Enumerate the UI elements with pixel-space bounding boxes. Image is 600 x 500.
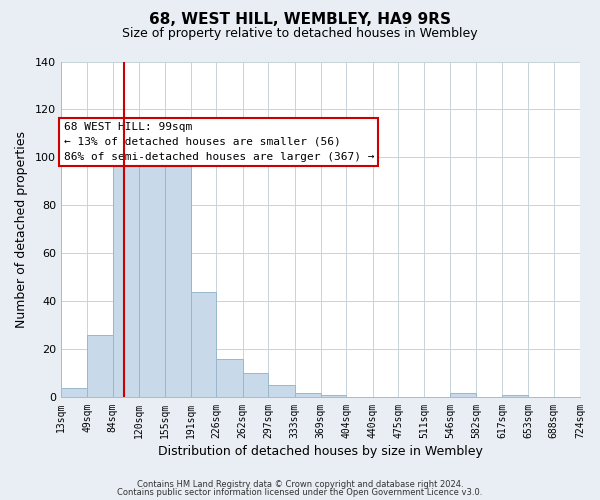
Bar (139, 134, 164, 398)
Text: Contains public sector information licensed under the Open Government Licence v3: Contains public sector information licen… (118, 488, 482, 497)
Text: Size of property relative to detached houses in Wembley: Size of property relative to detached ho… (122, 28, 478, 40)
Y-axis label: Number of detached properties: Number of detached properties (15, 131, 28, 328)
Bar (217, 359, 243, 398)
Bar (243, 374, 268, 398)
Bar (502, 395, 528, 398)
Text: Contains HM Land Registry data © Crown copyright and database right 2024.: Contains HM Land Registry data © Crown c… (137, 480, 463, 489)
Bar (164, 143, 191, 398)
Text: 68, WEST HILL, WEMBLEY, HA9 9RS: 68, WEST HILL, WEMBLEY, HA9 9RS (149, 12, 451, 28)
Text: 68 WEST HILL: 99sqm
← 13% of detached houses are smaller (56)
86% of semi-detach: 68 WEST HILL: 99sqm ← 13% of detached ho… (64, 122, 374, 162)
Bar (191, 292, 217, 398)
Bar (61, 388, 87, 398)
Bar (321, 395, 346, 398)
Bar (268, 386, 295, 398)
X-axis label: Distribution of detached houses by size in Wembley: Distribution of detached houses by size … (158, 444, 483, 458)
Bar (87, 335, 113, 398)
Bar (295, 392, 321, 398)
Bar (450, 392, 476, 398)
Bar (113, 140, 139, 398)
